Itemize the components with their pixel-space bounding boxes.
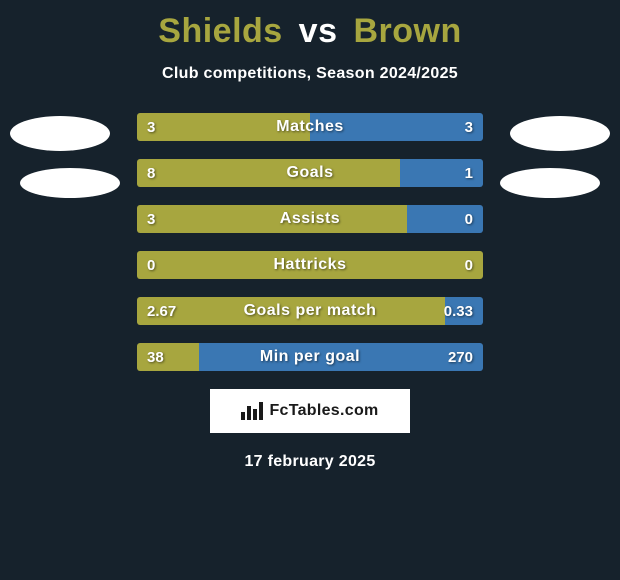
player-left-avatar-1 [10, 116, 110, 151]
bar-row: 2.670.33Goals per match [137, 297, 483, 325]
bar-label: Matches [137, 113, 483, 141]
player-left-name: Shields [158, 12, 282, 50]
brand-bars-icon [241, 402, 263, 420]
bar-row: 00Hattricks [137, 251, 483, 279]
bar-label: Hattricks [137, 251, 483, 279]
player-right-avatar-1 [510, 116, 610, 151]
bar-label: Goals per match [137, 297, 483, 325]
bar-label: Min per goal [137, 343, 483, 371]
bar-row: 81Goals [137, 159, 483, 187]
bar-row: 33Matches [137, 113, 483, 141]
bar-row: 30Assists [137, 205, 483, 233]
date-label: 17 february 2025 [0, 453, 620, 471]
player-right-name: Brown [353, 12, 461, 50]
subtitle: Club competitions, Season 2024/2025 [0, 65, 620, 83]
comparison-chart: 33Matches 81Goals 30Assists 00Hattricks 2.67… [0, 113, 620, 371]
bar-row: 38270Min per goal [137, 343, 483, 371]
player-right-avatar-2 [500, 168, 600, 198]
brand-box: FcTables.com [210, 389, 410, 433]
brand-text: FcTables.com [269, 402, 378, 420]
bars-container: 33Matches 81Goals 30Assists 00Hattricks 2.67… [137, 113, 483, 371]
bar-label: Assists [137, 205, 483, 233]
vs-separator: vs [299, 12, 338, 50]
player-left-avatar-2 [20, 168, 120, 198]
bar-label: Goals [137, 159, 483, 187]
page-title: Shields vs Brown [0, 0, 620, 51]
